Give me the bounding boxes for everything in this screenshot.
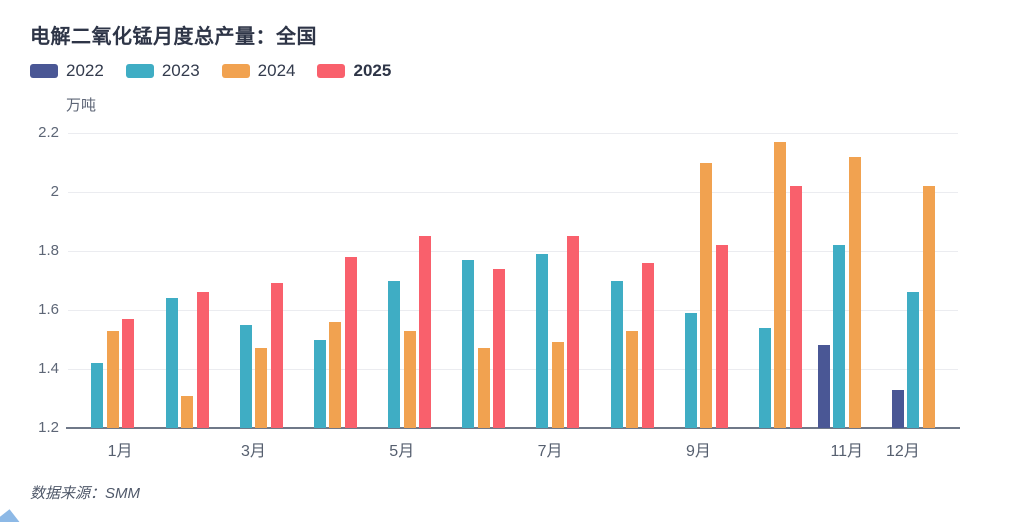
bar-2023-1月 <box>91 363 104 428</box>
legend-swatch-2023 <box>125 64 154 78</box>
gridline-2 <box>68 192 958 193</box>
bar-2023-6月 <box>462 259 475 428</box>
gridline-1.8 <box>68 251 958 252</box>
y-axis-tick-label: 1.4 <box>38 360 59 377</box>
bar-2025-3月 <box>270 283 283 428</box>
bar-2022-11月 <box>817 345 830 428</box>
bar-2023-5月 <box>388 280 400 428</box>
bar-2022-12月 <box>891 389 904 428</box>
x-axis-tick-label: 9月 <box>685 443 711 460</box>
y-axis-tick-label: 1.2 <box>38 419 59 436</box>
bar-2024-1月 <box>106 330 119 428</box>
legend: 2022 2023 2024 2025 <box>30 61 391 81</box>
x-axis-line <box>66 427 960 429</box>
y-axis-tick-label: 1.6 <box>38 301 59 318</box>
bar-2023-9月 <box>684 312 697 428</box>
legend-item-2024[interactable]: 2024 <box>221 61 296 81</box>
y-axis-tick-label: 2 <box>50 183 59 200</box>
bar-2024-11月 <box>848 156 861 428</box>
y-axis-tick-label: 1.8 <box>38 242 59 259</box>
legend-item-2022[interactable]: 2022 <box>30 61 104 81</box>
bar-2023-10月 <box>758 327 771 428</box>
bar-2023-3月 <box>239 324 252 428</box>
gridline-1.6 <box>68 310 958 311</box>
bar-2025-2月 <box>196 292 209 428</box>
chart-title: 电解二氧化锰月度总产量：全国 <box>30 26 317 48</box>
bar-2024-3月 <box>255 348 268 428</box>
legend-item-2023[interactable]: 2023 <box>125 61 200 81</box>
logo-fragment-icon <box>0 509 20 522</box>
bar-2025-6月 <box>493 268 506 428</box>
bar-2025-7月 <box>567 236 580 428</box>
bar-2024-8月 <box>626 330 638 428</box>
gridline-2.2 <box>68 133 958 134</box>
bar-2023-12月 <box>907 292 920 428</box>
x-axis-tick-label: 11月 <box>830 443 864 460</box>
legend-swatch-2025 <box>317 64 346 78</box>
bar-2025-10月 <box>789 186 802 428</box>
plot-area <box>66 133 960 429</box>
bar-2024-9月 <box>700 162 713 428</box>
y-axis-unit-label: 万吨 <box>66 97 97 114</box>
gridline-1.4 <box>68 369 958 370</box>
legend-label: 2022 <box>66 61 104 80</box>
x-axis-tick-label: 5月 <box>389 443 415 460</box>
bar-2025-1月 <box>122 318 135 428</box>
x-axis-tick-label: 7月 <box>537 443 563 460</box>
source-note: 数据来源：SMM <box>30 485 140 502</box>
legend-label: 2023 <box>161 61 200 80</box>
y-axis-tick-label: 2.2 <box>38 124 59 141</box>
bar-2023-7月 <box>536 253 549 428</box>
bar-2025-9月 <box>715 245 728 428</box>
bar-2024-10月 <box>774 141 787 428</box>
bar-2023-2月 <box>165 298 178 428</box>
bar-2024-5月 <box>403 330 416 428</box>
bar-2025-4月 <box>344 256 357 428</box>
bar-2023-4月 <box>313 339 326 428</box>
bar-2024-12月 <box>922 186 935 428</box>
x-axis-tick-label: 3月 <box>240 443 266 460</box>
bar-2023-11月 <box>833 245 845 428</box>
legend-label: 2025 <box>353 61 392 80</box>
legend-swatch-2022 <box>30 64 58 78</box>
bar-2024-4月 <box>329 321 342 428</box>
bar-2025-8月 <box>641 262 654 428</box>
bar-2025-5月 <box>419 236 431 428</box>
bar-2024-2月 <box>181 395 193 428</box>
legend-label: 2024 <box>257 61 296 80</box>
x-axis-tick-label: 1月 <box>107 443 133 460</box>
bar-2024-7月 <box>551 342 564 428</box>
x-axis-tick-label: 12月 <box>886 443 920 460</box>
bar-2024-6月 <box>477 348 490 428</box>
legend-item-2025[interactable]: 2025 <box>317 61 391 81</box>
bar-2023-8月 <box>610 280 623 428</box>
legend-swatch-2024 <box>221 64 250 78</box>
